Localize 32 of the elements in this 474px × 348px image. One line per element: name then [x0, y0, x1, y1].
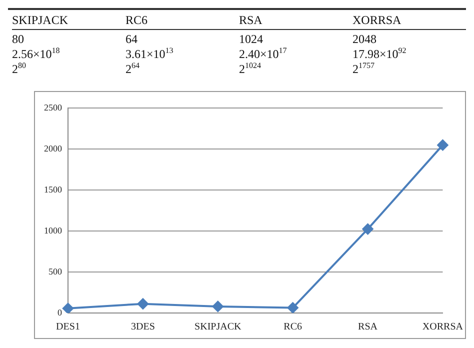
point: [362, 224, 374, 235]
x-tick-label: SKIPJACK: [194, 322, 242, 333]
text: 2: [239, 62, 245, 76]
x-tick-label: XORRSA: [422, 322, 464, 333]
text: RSA: [239, 13, 263, 27]
point: [62, 302, 74, 313]
text: SKIPJACK: [12, 13, 68, 27]
x-tick-label: RC6: [284, 322, 302, 333]
text: 64: [126, 32, 138, 46]
point: [212, 300, 224, 312]
point: [287, 302, 298, 313]
y-tick-label: 1000: [44, 225, 62, 236]
text: RC6: [126, 13, 148, 27]
text: 64: [132, 61, 140, 70]
y-tick-label: 2500: [44, 102, 62, 112]
y-tick-label: 1500: [44, 184, 62, 194]
text: 2: [126, 62, 132, 76]
point: [437, 140, 448, 151]
y-tick-label: 2000: [44, 143, 62, 154]
text: 80: [12, 32, 24, 46]
text: 1024: [239, 32, 263, 46]
x-tick-label: DES1: [56, 322, 80, 333]
text: 80: [18, 61, 26, 70]
text: XORRSA: [352, 13, 402, 27]
x-tick-label: 3DES: [130, 322, 155, 333]
text: 2048: [352, 32, 376, 46]
y-tick-label: 0: [58, 307, 62, 318]
text: 1024: [245, 61, 261, 70]
y-tick-label: 500: [48, 266, 62, 276]
text: 2: [12, 62, 18, 76]
x-tick-label: RSA: [358, 322, 378, 333]
point: [137, 298, 148, 310]
